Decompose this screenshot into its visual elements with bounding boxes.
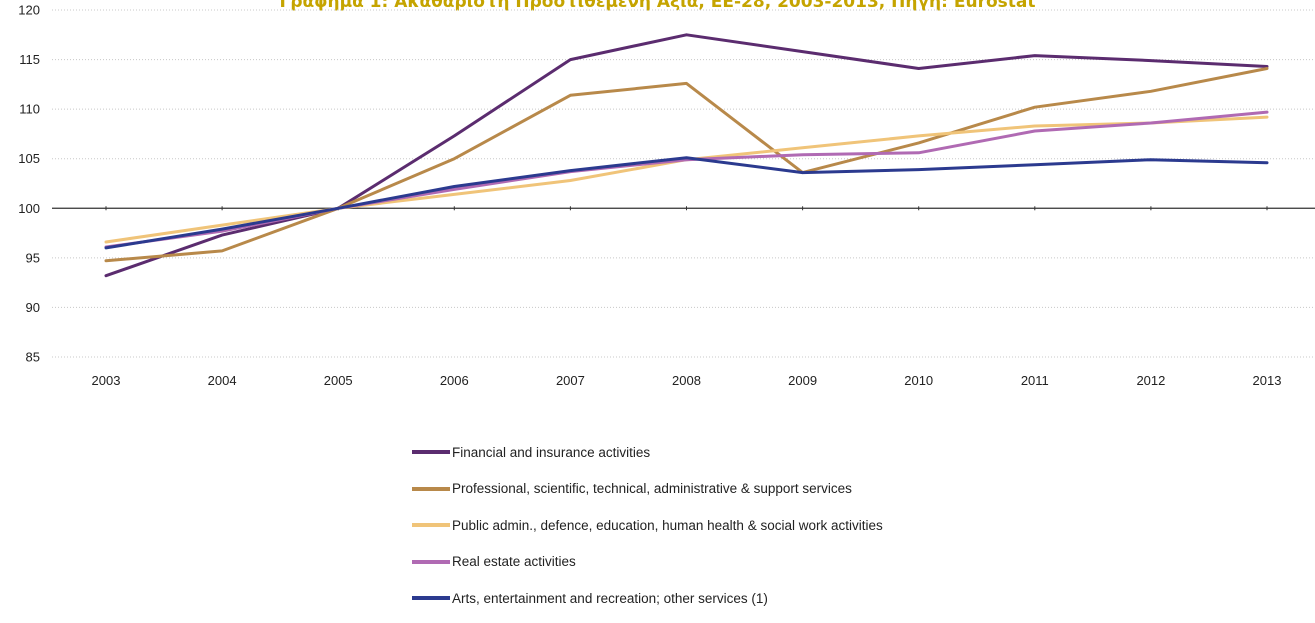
legend-swatch [412,596,450,600]
legend-label: Public admin., defence, education, human… [452,517,883,533]
y-tick-label: 110 [19,102,40,117]
x-tick-label: 2011 [1021,373,1049,388]
legend-item: Arts, entertainment and recreation; othe… [412,586,883,610]
gridlines [52,9,1315,358]
legend-swatch [412,486,450,491]
y-tick-label: 90 [26,300,40,315]
series-line-4 [104,110,1269,249]
y-tick-label: 105 [18,151,40,166]
legend-swatch [412,523,450,527]
legend: Financial and insurance activities Profes… [412,440,883,623]
x-axis-labels: 2003 2004 2005 2006 2007 2008 2009 2010 2011 2012… [92,373,1282,388]
series-line-1 [104,33,1269,278]
legend-label: Financial and insurance activities [452,444,651,460]
legend-label: Professional, scientific, technical, adm… [452,481,852,496]
x-tick-label: 2003 [92,373,121,388]
series-lines [104,33,1269,278]
x-tick-label: 2008 [672,373,701,388]
series-line-2 [104,67,1269,263]
legend-item: Public admin., defence, education, human… [412,513,883,537]
x-axis [52,206,1315,211]
x-tick-label: 2007 [556,373,585,388]
x-tick-label: 2012 [1136,373,1165,388]
x-tick-label: 2009 [788,373,817,388]
x-tick-label: 2006 [440,373,469,388]
legend-swatch [412,559,450,564]
legend-label: Arts, entertainment and recreation; othe… [452,590,768,606]
legend-item: Financial and insurance activities [412,440,883,464]
legend-swatch [412,450,450,454]
y-tick-label: 85 [26,350,40,365]
y-tick-label: 95 [26,250,40,265]
legend-label: Real estate activities [452,554,576,569]
x-tick-label: 2013 [1253,373,1282,388]
x-tick-label: 2004 [208,373,237,388]
legend-item: Professional, scientific, technical, adm… [412,477,883,501]
y-axis-labels: 85 90 95 100 105 110 115 120 [18,3,40,365]
y-tick-label: 100 [18,201,40,216]
y-tick-label: 120 [18,3,40,18]
series-line-3 [104,115,1269,244]
y-tick-label: 115 [19,52,40,67]
x-tick-label: 2005 [324,373,353,388]
chart-title: Γράφημα 1: Ακαθάριστη Προστιθέμενη Αξία,… [279,0,1036,12]
x-tick-label: 2010 [904,373,933,388]
series-line-5 [104,156,1269,250]
legend-item: Real estate activities [412,550,883,574]
